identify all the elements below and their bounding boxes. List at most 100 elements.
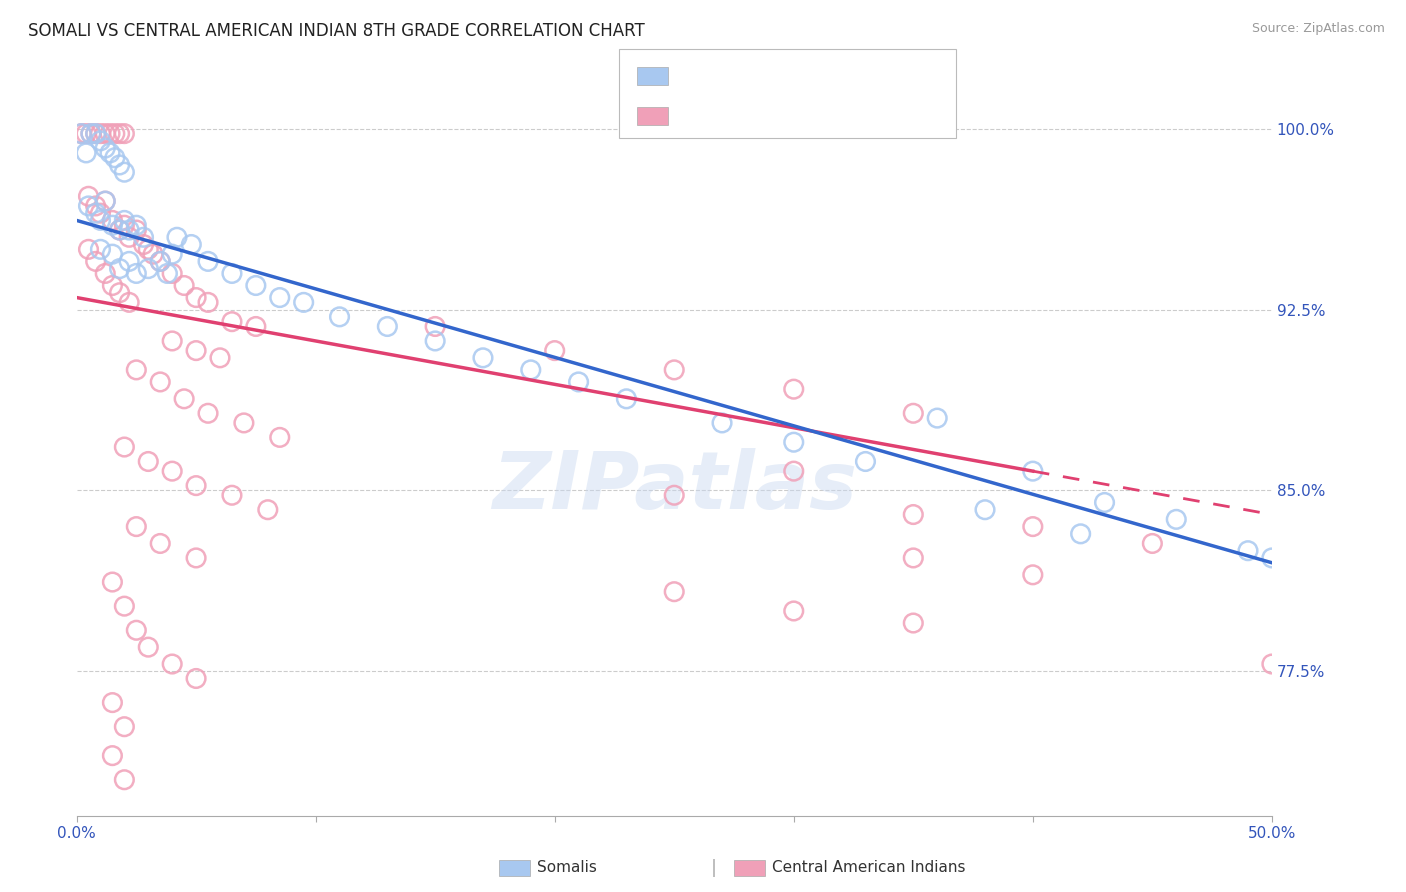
Point [112, 772, 135, 787]
Point [149, 536, 172, 550]
Point [1094, 495, 1116, 509]
Point [125, 223, 148, 237]
Point [84, 199, 107, 213]
Point [77, 243, 100, 257]
Point [783, 435, 806, 450]
Point [783, 464, 806, 478]
Point [664, 363, 686, 377]
Point [108, 127, 131, 141]
Point [197, 295, 219, 310]
Point [80, 127, 103, 141]
Point [184, 672, 207, 686]
Point [1022, 464, 1045, 478]
Point [136, 243, 159, 257]
Point [903, 615, 925, 630]
Point [173, 278, 195, 293]
Point [197, 254, 219, 268]
Point [166, 230, 188, 244]
Point [94, 127, 117, 141]
Point [160, 267, 183, 281]
Point [568, 375, 591, 389]
Point [89, 127, 111, 141]
Point [101, 278, 124, 293]
Point [89, 243, 111, 257]
Point [104, 127, 127, 141]
Point [544, 343, 567, 358]
Point [118, 295, 141, 310]
Point [125, 624, 148, 638]
Point [125, 363, 148, 377]
Point [173, 392, 195, 406]
Point [783, 604, 806, 618]
Point [328, 310, 350, 324]
Point [70, 127, 93, 141]
Point [77, 199, 100, 213]
Point [1261, 550, 1284, 565]
Point [1142, 536, 1164, 550]
Point [232, 416, 254, 430]
Point [160, 464, 183, 478]
Point [855, 454, 877, 468]
Point [197, 406, 219, 420]
Point [80, 127, 103, 141]
Point [118, 223, 141, 237]
Point [101, 575, 124, 590]
Point [101, 247, 124, 261]
Point [664, 584, 686, 599]
Point [156, 267, 179, 281]
Point [98, 127, 121, 141]
Point [84, 127, 107, 141]
Point [1261, 657, 1284, 671]
Point [927, 411, 949, 425]
Point [245, 319, 267, 334]
Point [112, 440, 135, 454]
Point [974, 502, 997, 516]
Point [149, 254, 172, 268]
Point [89, 206, 111, 220]
Point [112, 599, 135, 614]
Point [77, 189, 100, 203]
Point [112, 213, 135, 227]
Point [75, 145, 97, 160]
Point [1022, 567, 1045, 582]
Point [1166, 512, 1188, 526]
Point [112, 218, 135, 232]
Text: SOMALI VS CENTRAL AMERICAN INDIAN 8TH GRADE CORRELATION CHART: SOMALI VS CENTRAL AMERICAN INDIAN 8TH GR… [28, 22, 645, 40]
Point [149, 375, 172, 389]
Point [94, 194, 117, 208]
Point [94, 267, 117, 281]
Point [84, 127, 107, 141]
Point [108, 285, 131, 300]
Point [664, 488, 686, 502]
Point [184, 291, 207, 305]
Point [425, 334, 447, 348]
Point [160, 657, 183, 671]
Point [75, 127, 97, 141]
Point [108, 261, 131, 276]
Point [101, 218, 124, 232]
Point [104, 151, 127, 165]
Point [136, 640, 159, 654]
Point [84, 254, 107, 268]
Point [142, 247, 165, 261]
Point [221, 315, 243, 329]
Point [94, 194, 117, 208]
Point [136, 261, 159, 276]
Point [94, 141, 117, 155]
Point [221, 488, 243, 502]
Point [425, 319, 447, 334]
Point [184, 478, 207, 492]
Point [112, 127, 135, 141]
Point [136, 454, 159, 468]
Point [903, 508, 925, 522]
Point [118, 254, 141, 268]
Point [1237, 543, 1260, 558]
Point [108, 158, 131, 172]
Point [184, 343, 207, 358]
Point [125, 267, 148, 281]
Point [160, 334, 183, 348]
Point [783, 382, 806, 396]
Point [269, 291, 291, 305]
Point [89, 134, 111, 148]
Point [160, 247, 183, 261]
